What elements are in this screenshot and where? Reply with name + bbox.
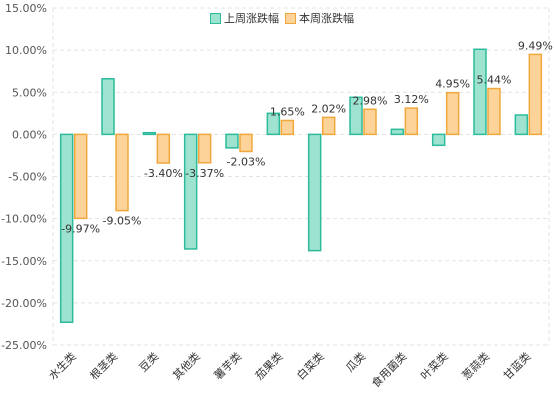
bar-last-week-2[interactable]: [142, 131, 157, 136]
bar-last-week-10[interactable]: [473, 48, 487, 136]
y-tick-label: 0.00%: [12, 128, 47, 141]
bar-last-week-0[interactable]: [59, 133, 74, 324]
data-label-this-week: 1.65%: [270, 105, 305, 118]
data-label-this-week: 5.44%: [477, 74, 512, 87]
bar-this-week-4[interactable]: [239, 133, 253, 153]
x-tick-label: 葱蒜类: [459, 349, 492, 382]
data-label-this-week: -3.37%: [185, 167, 224, 180]
y-axis-ticks: 15.00% 10.00% 5.00% 0.00% -5.00% -10.00% -15.0…: [1, 2, 47, 352]
x-tick-label: 瓜类: [343, 349, 368, 374]
x-tick-label: 其他类: [170, 349, 203, 382]
bar-last-week-5[interactable]: [266, 112, 281, 136]
legend-item-last-week[interactable]: 上周涨跌幅: [210, 10, 279, 26]
bar-last-week-7[interactable]: [349, 96, 363, 136]
data-label-this-week: -3.40%: [144, 167, 183, 180]
bar-this-week-0[interactable]: [73, 133, 88, 220]
bar-last-week-3[interactable]: [183, 133, 198, 250]
bar-this-week-11[interactable]: [528, 53, 543, 136]
y-tick-label: -25.00%: [1, 339, 47, 352]
y-tick-label: 10.00%: [5, 44, 47, 57]
bar-last-week-1[interactable]: [101, 78, 115, 136]
x-tick-label: 豆类: [136, 349, 161, 374]
legend-label-last-week: 上周涨跌幅: [224, 12, 279, 25]
data-label-this-week: 9.49%: [518, 39, 553, 52]
y-tick-label: -5.00%: [8, 171, 47, 184]
data-label-this-week: -9.05%: [103, 215, 142, 228]
bar-this-week-9[interactable]: [445, 91, 460, 136]
x-tick-label: 甘蓝类: [500, 349, 533, 382]
bar-this-week-2[interactable]: [156, 133, 171, 164]
data-label-this-week: 2.98%: [353, 94, 388, 107]
legend-swatch-last-week: [210, 12, 221, 24]
bar-last-week-6[interactable]: [307, 133, 322, 252]
bar-last-week-11[interactable]: [514, 114, 529, 136]
data-label-this-week: -9.97%: [61, 222, 100, 235]
bar-this-week-7[interactable]: [363, 108, 377, 136]
data-label-this-week: 4.95%: [435, 78, 470, 91]
data-label-this-week: 2.02%: [311, 102, 346, 115]
x-axis-ticks: 水生类 根茎类 豆类 其他类 薯芋类 茄果类 白菜类 瓜类 食用菌类 叶菜类 葱蒜类 甘蓝类: [46, 349, 534, 390]
bar-last-week-8[interactable]: [390, 128, 405, 136]
x-tick-label: 叶菜类: [418, 349, 451, 382]
y-tick-label: 5.00%: [12, 86, 47, 99]
x-tick-label: 白菜类: [294, 349, 327, 382]
x-tick-label: 食用菌类: [368, 349, 409, 390]
bar-last-week-9[interactable]: [431, 133, 446, 147]
x-tick-label: 根茎类: [87, 349, 120, 382]
x-tick-label: 茄果类: [252, 349, 285, 382]
y-tick-label: -10.00%: [1, 213, 47, 226]
data-label-this-week: 3.12%: [394, 93, 429, 106]
y-tick-label: -15.00%: [1, 255, 47, 268]
grid-lines: [52, 7, 550, 346]
chart-legend: 上周涨跌幅 本周涨跌幅: [210, 10, 360, 26]
data-labels: -9.97%-9.05% -3.40% -3.37%-2.03% 1.65% 2.02%…: [61, 39, 553, 235]
y-tick-label: 15.00%: [5, 2, 47, 15]
bar-last-week-4[interactable]: [225, 133, 239, 149]
bar-this-week-1[interactable]: [115, 133, 129, 212]
legend-swatch-this-week: [285, 12, 296, 24]
x-tick-label: 水生类: [46, 349, 79, 382]
legend-label-this-week: 本周涨跌幅: [299, 12, 354, 25]
bars: [59, 48, 543, 324]
bar-this-week-6[interactable]: [321, 116, 336, 136]
bar-this-week-5[interactable]: [280, 119, 295, 136]
x-tick-label: 薯芋类: [211, 349, 244, 382]
bar-this-week-8[interactable]: [404, 107, 419, 136]
legend-item-this-week[interactable]: 本周涨跌幅: [285, 10, 354, 26]
data-label-this-week: -2.03%: [227, 155, 266, 168]
y-tick-label: -20.00%: [1, 297, 47, 310]
bar-this-week-10[interactable]: [487, 87, 501, 136]
bar-this-week-3[interactable]: [197, 133, 212, 164]
